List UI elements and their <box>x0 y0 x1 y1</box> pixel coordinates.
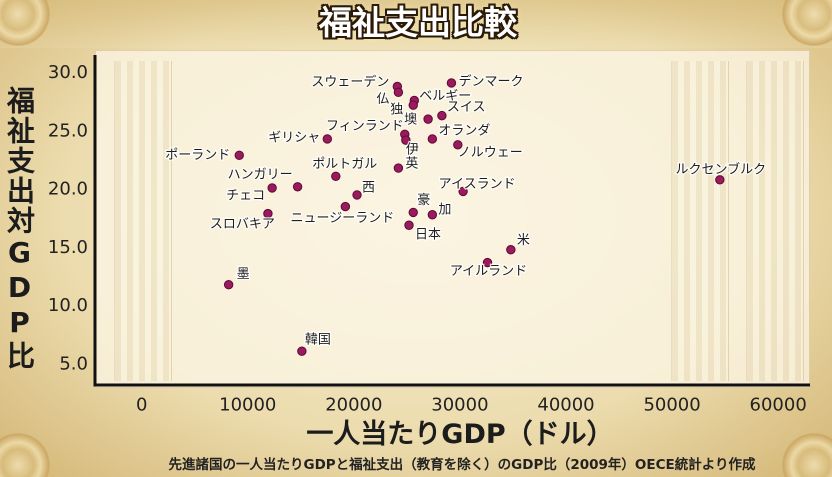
y-tick-label: 5.0 <box>59 354 88 375</box>
data-point <box>297 346 307 356</box>
data-point <box>292 182 303 192</box>
point-label: ポーランド <box>165 148 230 163</box>
chart-title: 福祉支出比較 <box>319 3 517 42</box>
plot-area-panel <box>95 50 810 388</box>
x-tick-label: 30000 <box>431 395 488 416</box>
point-label: 仏 <box>376 92 389 107</box>
x-tick-label: 60000 <box>750 395 807 416</box>
point-label: 英 <box>405 157 418 172</box>
data-point <box>482 257 493 268</box>
point-label: 日本 <box>415 228 441 243</box>
data-point <box>427 210 438 220</box>
y-tick-label: 10.0 <box>48 295 88 316</box>
point-label: ギリシャ <box>268 130 320 145</box>
data-point <box>408 207 418 218</box>
point-label: 墺 <box>404 113 417 128</box>
point-label: 韓国 <box>305 333 331 348</box>
y-tick-labels: 5.0 10.0 15.0 20.0 25.0 30.0 <box>48 62 88 375</box>
data-point <box>352 190 362 200</box>
data-point <box>453 140 463 150</box>
point-label: スロバキア <box>210 217 275 232</box>
point-label: 墨 <box>237 267 250 282</box>
x-tick-label: 50000 <box>643 395 700 416</box>
data-point <box>393 87 404 98</box>
data-point <box>340 201 351 212</box>
point-label: スイス <box>447 100 486 115</box>
data-point <box>234 150 244 160</box>
point-label: 豪 <box>417 192 430 208</box>
x-tick-label: 10000 <box>219 395 276 416</box>
point-label: ベルギー <box>419 89 471 104</box>
point-label: ポルトガル <box>312 157 377 172</box>
point-label: オランダ <box>438 123 490 138</box>
point-label: スウェーデン <box>311 74 389 90</box>
data-point <box>401 135 411 145</box>
point-label: フィンランド <box>326 119 404 134</box>
x-tick-label: 0 <box>136 395 147 416</box>
point-label: ニュージーランド <box>290 211 394 226</box>
data-point <box>423 114 433 124</box>
data-point <box>427 134 438 144</box>
point-label: 加 <box>438 202 451 217</box>
y-tick-label: 15.0 <box>48 237 88 258</box>
point-label: ルクセンブルク <box>676 161 767 177</box>
data-point <box>331 171 341 181</box>
point-label: ハンガリー <box>228 167 293 182</box>
data-point <box>267 183 277 193</box>
x-axis-label: 一人当たりGDP（ドル） <box>306 419 614 450</box>
source-note: 先進諸国の一人当たりGDPと福祉支出（教育を除く）のGDP比（2009年）OEC… <box>168 457 756 473</box>
x-tick-label: 20000 <box>325 395 382 416</box>
data-point <box>223 280 234 290</box>
point-label: アイスランド <box>439 177 516 192</box>
data-point <box>437 110 447 121</box>
point-label: デンマーク <box>458 73 523 89</box>
y-tick-label: 20.0 <box>48 179 88 200</box>
point-label: チェコ <box>226 188 265 203</box>
data-point <box>458 186 468 197</box>
data-point <box>404 220 414 230</box>
background-pillar <box>671 61 729 381</box>
y-tick-label: 30.0 <box>48 62 88 83</box>
point-label: 米 <box>517 233 530 248</box>
data-point <box>263 208 273 219</box>
y-tick-label: 25.0 <box>48 120 88 141</box>
data-point <box>715 175 725 185</box>
title-band <box>0 0 832 48</box>
data-point <box>393 163 404 173</box>
point-label: 独 <box>390 103 403 118</box>
data-points <box>223 78 725 356</box>
y-axis-label: 福祉支出対GDP比 <box>3 86 36 371</box>
data-point <box>446 78 457 88</box>
data-point <box>408 100 418 110</box>
x-tick-label: 40000 <box>537 395 594 416</box>
point-label: ノルウェー <box>458 145 523 160</box>
data-point <box>506 245 516 255</box>
point-label: 西 <box>362 180 375 195</box>
background-pillar <box>114 61 172 381</box>
background-pillar <box>746 61 804 381</box>
point-label: 伊 <box>406 143 419 158</box>
data-point <box>322 134 333 144</box>
point-label: アイルランド <box>450 264 527 279</box>
x-tick-labels: 0 10000 20000 30000 40000 50000 60000 <box>136 395 807 416</box>
